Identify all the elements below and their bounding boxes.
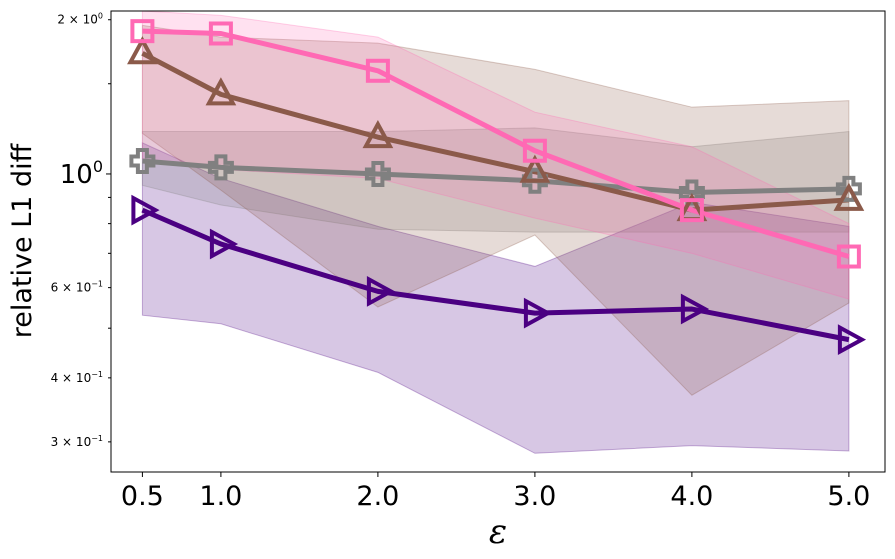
line-brown-triangle-up <box>141 51 850 213</box>
marker-purple-triangle-right-2 <box>366 275 396 307</box>
line-purple-triangle-right <box>141 207 850 343</box>
marker-pink-square-5 <box>836 244 861 269</box>
marker-purple-triangle-right-1 <box>209 228 239 260</box>
marker-brown-triangle-up-3 <box>519 154 551 183</box>
marker-gray-plus-2 <box>364 160 391 187</box>
x-tick-label: 0.5 <box>121 481 164 512</box>
marker-pink-square-3 <box>522 138 547 163</box>
y-tick-label: 4 × 10−1 <box>51 370 103 385</box>
confidence-bands <box>141 11 850 454</box>
band-purple-triangle-right <box>141 142 850 454</box>
marker-gray-plus-0 <box>129 147 156 174</box>
y-tick-label: 2 × 100 <box>57 12 103 27</box>
marker-brown-triangle-up-2 <box>362 119 394 149</box>
y-tick-label: 100 <box>60 157 103 190</box>
marker-purple-triangle-right-3 <box>523 297 553 329</box>
series-markers <box>127 19 867 355</box>
marker-pink-square-1 <box>208 21 233 46</box>
x-tick-label: 4.0 <box>670 481 713 512</box>
x-tick-label: 1.0 <box>199 481 242 512</box>
band-brown-triangle-up <box>141 24 850 396</box>
marker-purple-triangle-right-4 <box>680 293 710 325</box>
y-tick-label: 6 × 10−1 <box>51 280 103 295</box>
x-tick-label: 5.0 <box>827 481 870 512</box>
marker-gray-plus-5 <box>835 175 862 202</box>
marker-brown-triangle-up-0 <box>127 36 158 65</box>
x-tick-label: 3.0 <box>513 481 556 512</box>
x-tick-label: 2.0 <box>356 481 399 512</box>
marker-gray-plus-1 <box>207 154 234 181</box>
line-pink-square <box>142 28 850 259</box>
marker-brown-triangle-up-5 <box>833 182 865 211</box>
series-lines <box>141 28 850 343</box>
line-gray-plus <box>142 158 849 196</box>
y-axis-ticks: 2 × 100 100 6 × 10−1 4 × 10−1 3 × 10−1 <box>51 12 111 449</box>
marker-pink-square-2 <box>365 58 390 83</box>
plot-frame <box>110 10 886 473</box>
marker-pink-square-4 <box>679 198 704 223</box>
marker-purple-triangle-right-0 <box>131 194 160 226</box>
y-tick-label: 3 × 10−1 <box>51 434 103 449</box>
y-axis-label: relative L1 diff <box>7 142 38 338</box>
marker-brown-triangle-up-1 <box>205 77 237 106</box>
x-axis-label: ε <box>489 512 507 552</box>
marker-purple-triangle-right-5 <box>837 324 867 355</box>
marker-pink-square-0 <box>130 19 155 44</box>
x-axis-ticks: 0.5 1.0 2.0 3.0 4.0 5.0 <box>121 472 870 512</box>
